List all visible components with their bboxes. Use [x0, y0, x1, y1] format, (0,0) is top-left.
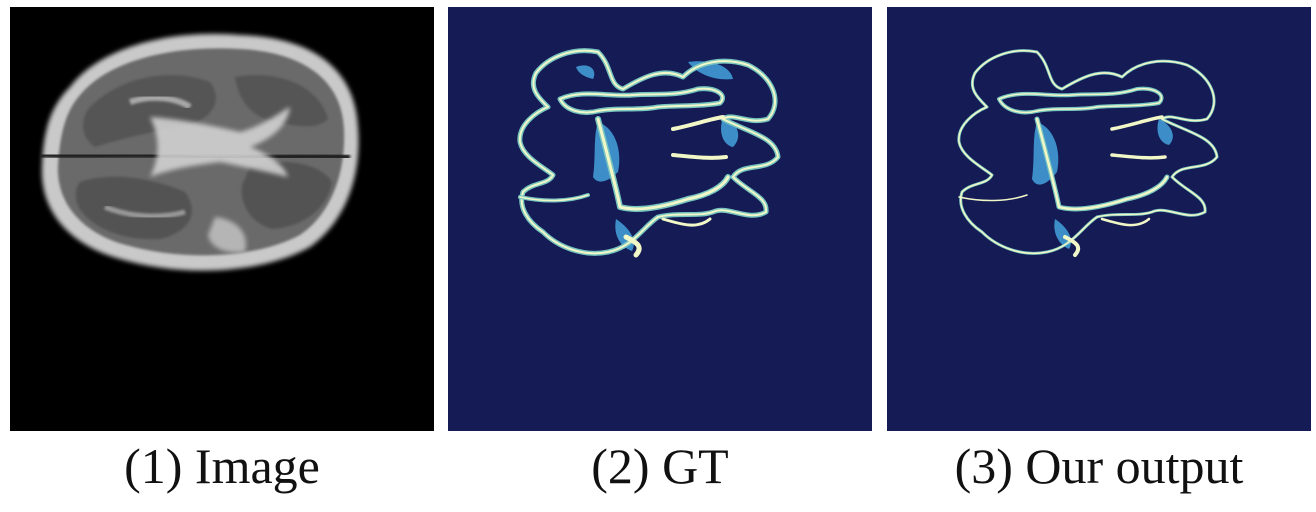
caption-ground-truth: (2) GT — [591, 438, 729, 494]
ground-truth-panel — [448, 7, 872, 431]
ground-truth-segmentation — [448, 7, 872, 431]
caption-our-output: (3) Our output — [954, 438, 1244, 494]
mri-brain-image — [10, 7, 434, 431]
caption-image: (1) Image — [124, 438, 320, 494]
mri-image-panel — [10, 7, 434, 431]
model-output-segmentation — [887, 7, 1311, 431]
model-output-panel — [887, 7, 1311, 431]
